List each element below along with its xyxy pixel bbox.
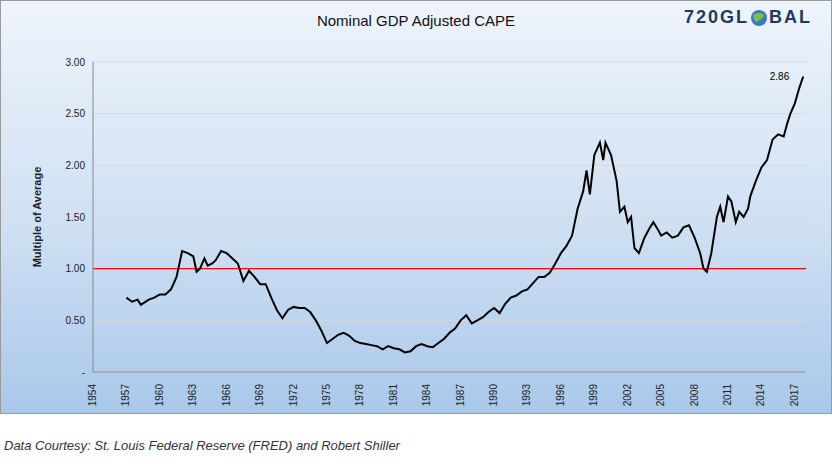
svg-text:1969: 1969	[254, 384, 265, 407]
svg-text:1999: 1999	[588, 384, 599, 407]
svg-text:2.00: 2.00	[66, 160, 86, 171]
svg-text:1990: 1990	[488, 384, 499, 407]
svg-text:2.50: 2.50	[66, 108, 86, 119]
html-text:Nominal GDP Adjusted CAPE: Nominal GDP Adjusted CAPE	[316, 12, 516, 29]
html-text:Data Courtesy: St. Louis Feder: Data Courtesy: St. Louis Federal Reserve…	[4, 438, 400, 453]
svg-text:1975: 1975	[321, 384, 332, 407]
svg-text:1972: 1972	[288, 384, 299, 407]
html-text:BAL: BAL	[769, 7, 812, 27]
svg-text:1.00: 1.00	[66, 263, 86, 274]
svg-text:2008: 2008	[689, 384, 700, 407]
svg-text:1957: 1957	[120, 384, 131, 407]
svg-text:1981: 1981	[388, 384, 399, 407]
svg-text:1954: 1954	[87, 384, 98, 407]
svg-text:2005: 2005	[655, 384, 666, 407]
html-text:Multiple of Average: Multiple of Average	[31, 166, 43, 268]
svg-text:2.86: 2.86	[770, 71, 790, 82]
svg-text:0.50: 0.50	[66, 315, 86, 326]
svg-text:3.00: 3.00	[66, 57, 86, 68]
svg-text:1966: 1966	[221, 384, 232, 407]
svg-text:2014: 2014	[755, 384, 766, 407]
svg-text:1978: 1978	[354, 384, 365, 407]
svg-text:1960: 1960	[154, 384, 165, 407]
svg-text:1993: 1993	[521, 384, 532, 407]
html-text:720GL: 720GL	[684, 7, 749, 27]
svg-text:1984: 1984	[421, 384, 432, 407]
svg-text:1963: 1963	[187, 384, 198, 407]
svg-text:2002: 2002	[622, 384, 633, 407]
svg-text:-: -	[82, 367, 85, 378]
svg-text:1996: 1996	[555, 384, 566, 407]
svg-text:2017: 2017	[789, 384, 800, 407]
svg-text:1.50: 1.50	[66, 212, 86, 223]
svg-text:2011: 2011	[722, 384, 733, 406]
svg-text:1987: 1987	[455, 384, 466, 407]
